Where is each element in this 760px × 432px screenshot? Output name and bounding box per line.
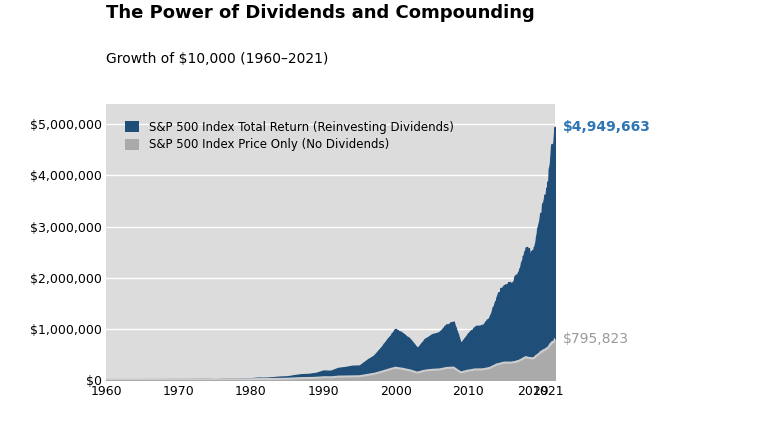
Legend: S&P 500 Index Total Return (Reinvesting Dividends), S&P 500 Index Price Only (No: S&P 500 Index Total Return (Reinvesting … (120, 116, 458, 156)
Text: $4,949,663: $4,949,663 (562, 120, 651, 134)
Text: Growth of $10,000 (1960–2021): Growth of $10,000 (1960–2021) (106, 52, 329, 66)
Text: The Power of Dividends and Compounding: The Power of Dividends and Compounding (106, 4, 535, 22)
Text: $795,823: $795,823 (562, 332, 629, 346)
